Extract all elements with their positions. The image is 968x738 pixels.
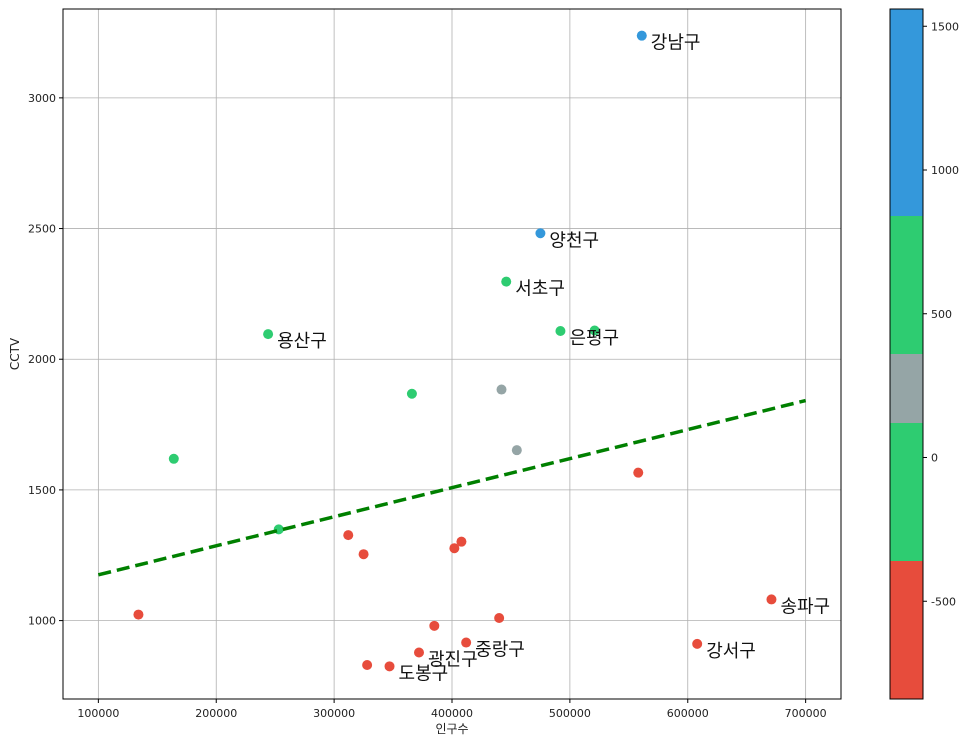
point-label: 은평구 — [569, 328, 619, 349]
colorbar-tick-label: 500 — [931, 308, 952, 321]
data-point — [589, 325, 600, 336]
colorbar-segment — [890, 423, 923, 561]
y-tick-label: 2500 — [28, 223, 56, 236]
data-point — [461, 637, 472, 648]
x-tick-label: 300000 — [313, 707, 355, 720]
x-tick-label: 700000 — [785, 707, 827, 720]
point-label: 강서구 — [706, 641, 756, 662]
data-point — [168, 453, 179, 464]
data-point — [636, 30, 647, 41]
point-label: 중랑구 — [475, 640, 525, 661]
data-point — [384, 661, 395, 672]
data-point — [362, 660, 373, 671]
points-layer — [133, 30, 777, 672]
colorbar-tick-label: 1500 — [931, 20, 959, 33]
x-tick-label: 600000 — [667, 707, 709, 720]
data-point — [133, 609, 144, 620]
point-label: 용산구 — [277, 331, 327, 352]
plot-area: 100000 200000 300000 400000 500000 600000 7000… — [8, 8, 842, 736]
y-tick-label: 3000 — [28, 92, 56, 105]
colorbar-segment — [890, 9, 923, 216]
y-axis-label: CCTV — [8, 337, 22, 370]
data-point — [343, 530, 354, 541]
point-label: 광진구 — [428, 649, 478, 670]
trend-line — [97, 398, 807, 577]
data-point — [766, 594, 777, 605]
colorbar-tick-label: 0 — [931, 452, 938, 465]
colorbar-segment — [890, 216, 923, 354]
data-point — [429, 620, 440, 631]
data-point — [496, 384, 507, 395]
data-point — [406, 388, 417, 399]
x-tick-label: 500000 — [549, 707, 591, 720]
colorbar-frame — [889, 8, 924, 700]
point-label: 도봉구 — [399, 663, 449, 684]
data-point — [456, 536, 467, 547]
x-tick-label: 400000 — [431, 707, 473, 720]
point-label: 서초구 — [515, 279, 565, 300]
colorbar-segment — [890, 354, 923, 423]
data-point — [555, 326, 566, 336]
y-tick-label: 1000 — [28, 615, 56, 628]
point-label: 양천구 — [549, 230, 599, 251]
y-tick-label: 1500 — [28, 484, 56, 497]
data-point — [494, 612, 505, 623]
y-tick-label: 2000 — [28, 353, 56, 366]
point-label: 송파구 — [780, 596, 830, 617]
data-point — [511, 445, 522, 456]
data-point — [501, 276, 512, 287]
x-axis-label: 인구수 — [435, 722, 468, 736]
data-point — [633, 467, 644, 478]
data-point — [358, 549, 369, 560]
data-point — [263, 329, 274, 340]
point-label: 강남구 — [651, 33, 701, 54]
x-tick-label: 200000 — [195, 707, 237, 720]
colorbar: -500 0 500 1000 1500 — [889, 8, 959, 700]
colorbar-tick-label: 1000 — [931, 164, 959, 177]
x-tick-label: 100000 — [77, 707, 119, 720]
data-point — [449, 543, 460, 554]
colorbar-tick-label: -500 — [931, 595, 956, 608]
data-point — [413, 647, 424, 658]
colorbar-segment — [890, 561, 923, 699]
data-point — [535, 228, 546, 239]
data-point — [692, 638, 703, 649]
